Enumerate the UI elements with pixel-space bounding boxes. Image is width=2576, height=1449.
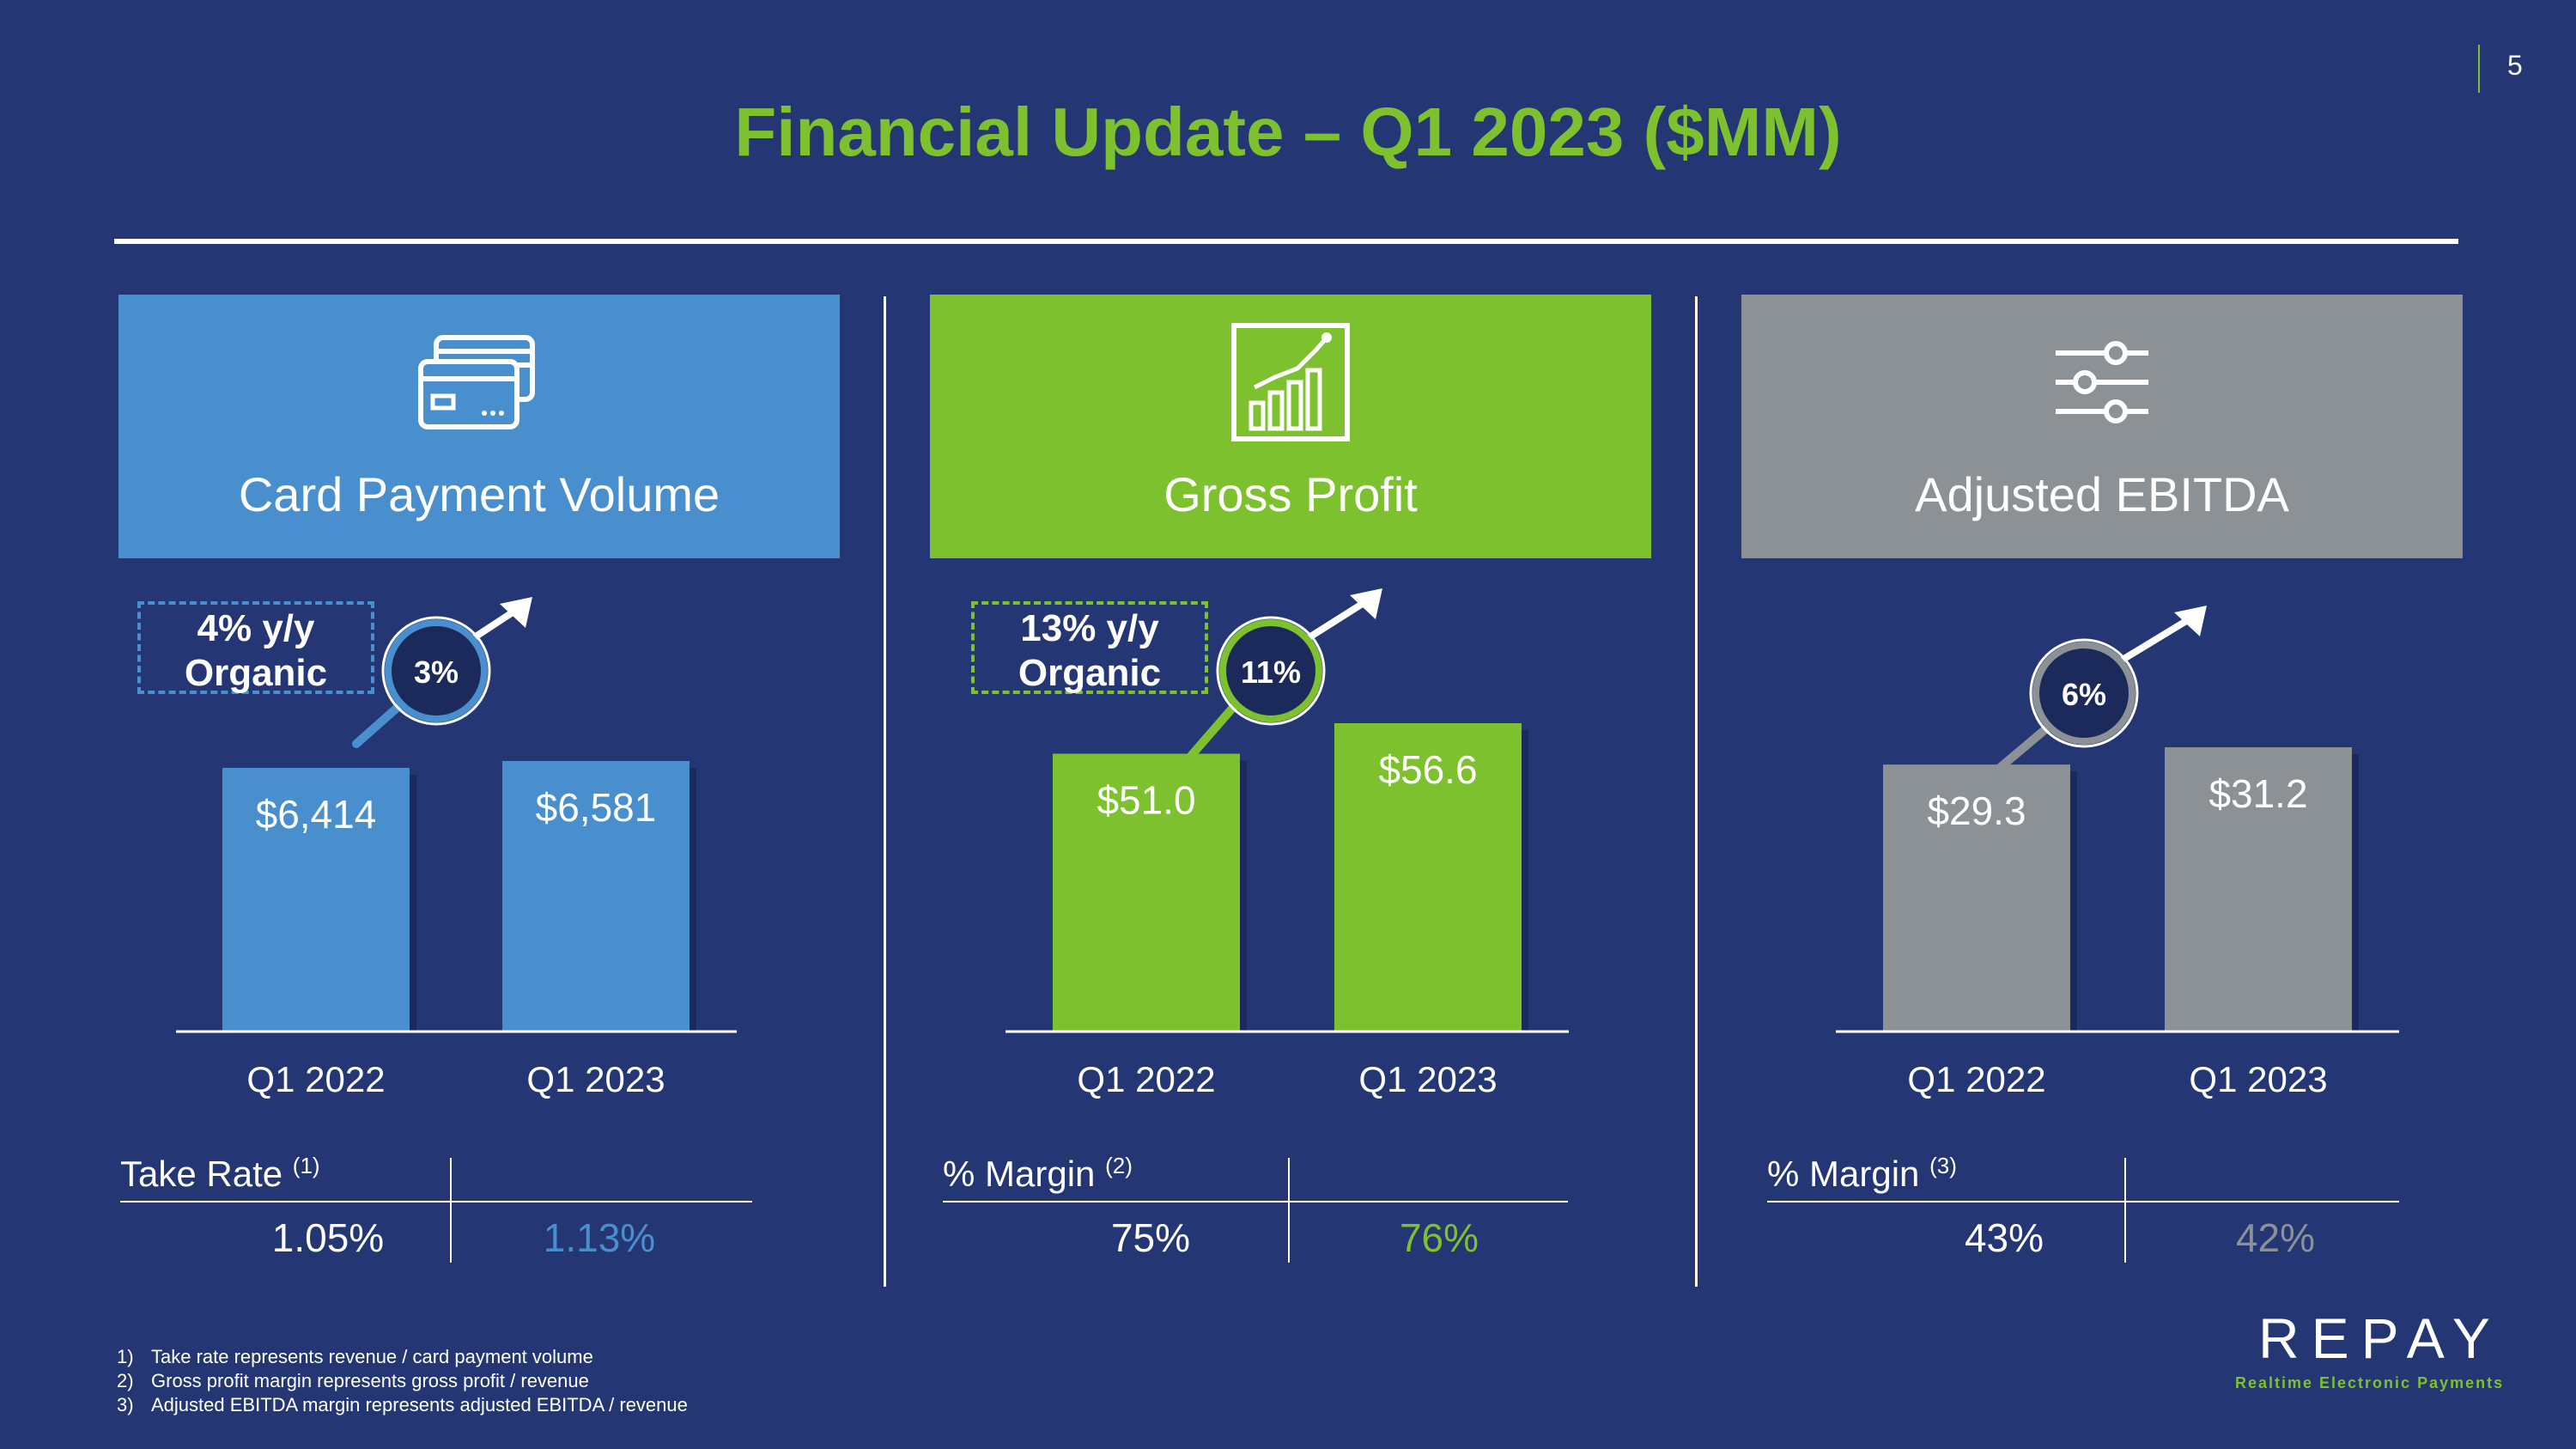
sliders-icon bbox=[2056, 341, 2148, 423]
organic-callout-text: 13% y/y Organic bbox=[1018, 607, 1162, 694]
organic-growth-callout: 4% y/y Organic bbox=[137, 601, 374, 694]
data-label: $29.3 bbox=[1927, 788, 2026, 833]
panel-header-label: Gross Profit bbox=[1163, 467, 1418, 521]
growth-badge-ring bbox=[381, 616, 491, 726]
page-title: Financial Update – Q1 2023 ($MM) bbox=[734, 94, 1842, 170]
growth-arrow bbox=[2116, 612, 2197, 666]
growth-arrowhead bbox=[1350, 588, 1382, 619]
data-label: $51.0 bbox=[1097, 778, 1195, 823]
footnote-ref: (2) bbox=[1105, 1153, 1133, 1178]
growth-badge bbox=[385, 619, 488, 722]
organic-growth-callout: 13% y/y Organic bbox=[971, 601, 1208, 694]
panel-header-label: Adjusted EBITDA bbox=[1915, 467, 2289, 521]
x-tick-label: Q1 2023 bbox=[2189, 1059, 2327, 1099]
panel-divider bbox=[884, 296, 886, 1287]
metric-value: 43% bbox=[1964, 1215, 2044, 1260]
bar-chart-trend-icon bbox=[1231, 323, 1350, 441]
metric-label: % Margin (2) bbox=[943, 1153, 1133, 1194]
metric-divider bbox=[1288, 1158, 1290, 1263]
metric-value: 75% bbox=[1110, 1215, 1191, 1260]
slide-number: 5 bbox=[2507, 50, 2523, 81]
x-tick-label: Q1 2023 bbox=[1358, 1059, 1497, 1099]
data-label: $6,414 bbox=[256, 792, 377, 837]
footnote-ref: (3) bbox=[1929, 1153, 1957, 1178]
metric-value: 1.13% bbox=[543, 1215, 656, 1260]
footnote: 2) Gross profit margin represents gross p… bbox=[117, 1370, 589, 1391]
gross-profit-header: Gross Profit bbox=[930, 295, 1651, 558]
bar bbox=[222, 767, 410, 1032]
growth-arrow bbox=[1303, 595, 1373, 643]
metric-label: Take Rate (1) bbox=[120, 1153, 320, 1194]
magnifier-handle bbox=[1187, 699, 1241, 760]
slide-number-divider bbox=[2478, 45, 2480, 93]
growth-badge-ring bbox=[2029, 638, 2139, 748]
x-tick-label: Q1 2022 bbox=[1077, 1059, 1215, 1099]
bar bbox=[1883, 764, 2070, 1032]
metric-divider bbox=[1767, 1201, 2399, 1202]
metric-value: 76% bbox=[1399, 1215, 1479, 1260]
growth-arrowhead bbox=[2174, 606, 2207, 636]
footnote: 3) Adjusted EBITDA margin represents adju… bbox=[117, 1394, 688, 1416]
growth-badge-ring bbox=[1216, 616, 1326, 726]
title-divider bbox=[114, 239, 2458, 244]
data-label: $31.2 bbox=[2208, 771, 2307, 816]
x-tick-label: Q1 2023 bbox=[526, 1059, 665, 1099]
metric-divider bbox=[450, 1158, 452, 1263]
growth-badge bbox=[1219, 619, 1322, 722]
magnifier-handle bbox=[1996, 721, 2054, 771]
metric-divider bbox=[2124, 1158, 2126, 1263]
metric-value: 1.05% bbox=[271, 1215, 385, 1260]
panel-header-label: Card Payment Volume bbox=[238, 467, 720, 521]
metric-divider bbox=[943, 1201, 1568, 1202]
growth-arrowhead bbox=[500, 597, 532, 628]
metric-value: 42% bbox=[2235, 1215, 2316, 1260]
adjusted-ebitda-header: Adjusted EBITDA bbox=[1741, 295, 2463, 558]
bar bbox=[1053, 753, 1240, 1032]
footnotes: 1) Take rate represents revenue / card pa… bbox=[117, 1345, 688, 1417]
bar bbox=[1334, 723, 1522, 1032]
bar bbox=[502, 761, 690, 1032]
growth-percent: 6% bbox=[2062, 677, 2106, 712]
credit-card-icon bbox=[418, 335, 535, 429]
growth-percent: 11% bbox=[1241, 654, 1301, 690]
growth-percent: 3% bbox=[414, 654, 459, 690]
panel-divider bbox=[1695, 296, 1698, 1287]
x-tick-label: Q1 2022 bbox=[246, 1059, 385, 1099]
data-label: $6,581 bbox=[536, 785, 657, 830]
logo-tagline: Realtime Electronic Payments bbox=[2235, 1374, 2505, 1391]
growth-badge bbox=[2032, 642, 2136, 745]
magnifier-handle bbox=[352, 699, 406, 748]
x-tick-label: Q1 2022 bbox=[1907, 1059, 2045, 1099]
footnote: 1) Take rate represents revenue / card pa… bbox=[117, 1346, 593, 1367]
organic-callout-text: 4% y/y Organic bbox=[184, 607, 328, 694]
metric-divider bbox=[120, 1201, 752, 1202]
bar bbox=[2165, 747, 2352, 1032]
footnote-ref: (1) bbox=[292, 1153, 320, 1178]
data-label: $56.6 bbox=[1378, 747, 1477, 792]
metric-label: % Margin (3) bbox=[1767, 1153, 1957, 1194]
repay-logo: REPAY bbox=[2258, 1306, 2502, 1370]
card-payment-volume-header: Card Payment Volume bbox=[118, 295, 840, 558]
